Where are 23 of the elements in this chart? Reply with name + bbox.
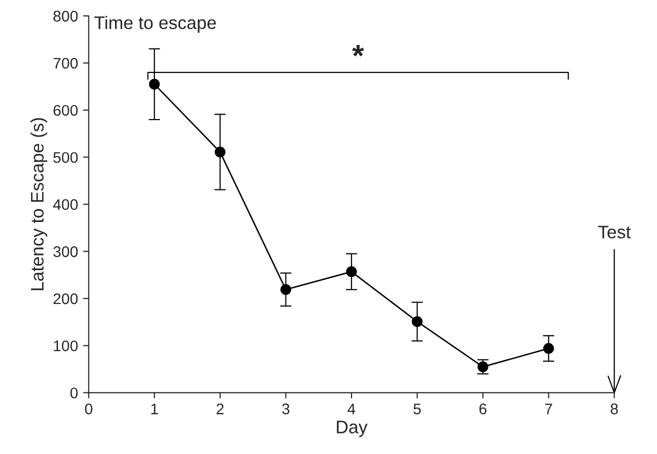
x-tick-label: 4 <box>348 404 356 414</box>
y-tick-label: 300 <box>53 246 78 258</box>
x-tick-label: 3 <box>282 404 290 414</box>
y-tick-label: 800 <box>53 10 78 22</box>
x-tick-label: 6 <box>479 404 486 414</box>
y-tick-label: 200 <box>54 293 78 304</box>
y-tick-label: 0 <box>70 388 78 398</box>
x-tick-label: 1 <box>151 404 158 414</box>
x-tick-label: 0 <box>85 404 92 414</box>
x-tick-label: 7 <box>545 404 552 414</box>
y-axis-title: Latency to Escape (s) <box>30 118 48 290</box>
y-tick-label: 500 <box>53 152 78 163</box>
annotation: Test <box>598 226 631 238</box>
x-tick-label: 5 <box>414 404 421 414</box>
x-tick-label: 2 <box>216 404 224 414</box>
y-tick-label: 700 <box>54 58 78 69</box>
x-tick-label: 8 <box>610 404 618 414</box>
annotation: * <box>352 45 364 56</box>
chart-title: Time to escape <box>94 16 216 33</box>
y-tick-label: 100 <box>54 340 78 352</box>
y-tick-label: 400 <box>53 199 78 210</box>
x-axis-title: Day <box>336 420 368 437</box>
y-tick-label: 600 <box>54 104 78 116</box>
